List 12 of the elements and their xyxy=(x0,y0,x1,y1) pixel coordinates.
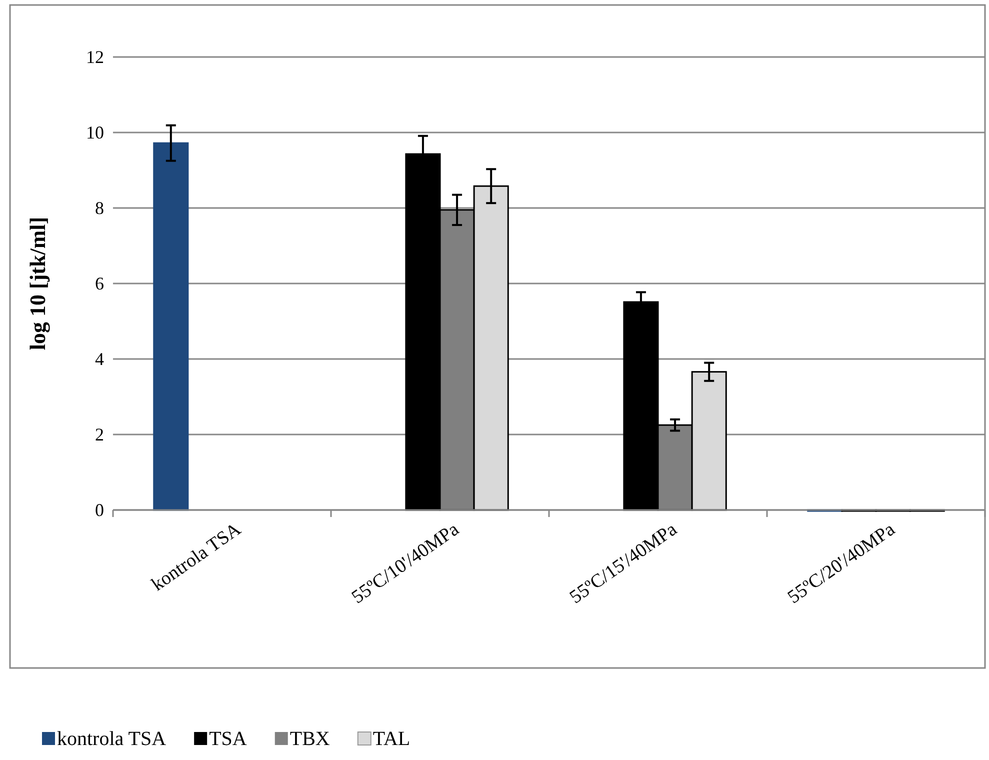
y-tick-label: 10 xyxy=(86,122,104,142)
y-tick-label: 8 xyxy=(95,198,104,218)
legend-label: TBX xyxy=(290,728,330,750)
y-tick-label: 12 xyxy=(86,46,104,67)
y-axis-title: log 10 [jtk/ml] xyxy=(25,216,50,350)
y-tick-label: 4 xyxy=(95,348,104,369)
legend-label: TAL xyxy=(372,728,410,750)
legend-label: TSA xyxy=(209,728,248,750)
legend-label: kontrola TSA xyxy=(57,728,167,750)
y-tick-label: 2 xyxy=(95,424,104,444)
y-tick-label: 6 xyxy=(95,273,104,294)
y-tick-label: 0 xyxy=(95,500,104,520)
